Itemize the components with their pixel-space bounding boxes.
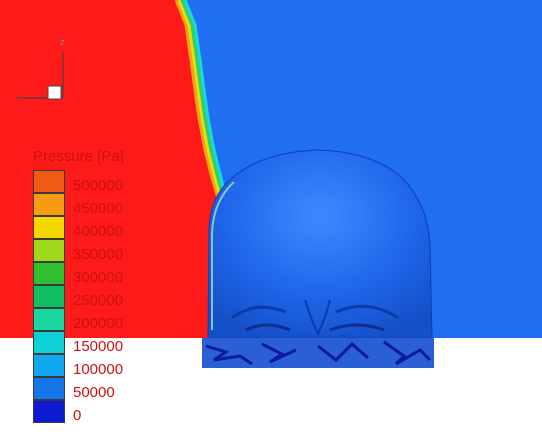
legend-tick-label: 350000 <box>73 246 124 263</box>
legend-swatch <box>33 308 65 331</box>
legend-tick-label: 450000 <box>73 200 124 217</box>
shock-front-green <box>180 0 224 195</box>
shock-front-cyan <box>183 0 226 193</box>
shock-front-yellow <box>177 0 222 197</box>
legend-tick-label: 400000 <box>73 223 124 240</box>
face-brows <box>231 304 399 320</box>
shell-band-texture <box>205 340 432 366</box>
legend-swatch <box>33 400 65 423</box>
legend-tick-label: 50000 <box>73 384 115 401</box>
legend-title: Pressure [Pa] <box>33 148 124 165</box>
legend-swatch <box>33 193 65 216</box>
axis-triad: z <box>17 37 65 100</box>
legend-swatch <box>33 377 65 400</box>
legend-swatch <box>33 170 65 193</box>
legend-swatch <box>33 262 65 285</box>
legend-tick-label: 150000 <box>73 338 124 355</box>
face-nose <box>304 299 331 337</box>
face-eyes <box>245 323 385 332</box>
legend-swatch <box>33 216 65 239</box>
legend-tick-label: 200000 <box>73 315 124 332</box>
legend-swatch <box>33 285 65 308</box>
axis-z-label: z <box>60 37 65 47</box>
legend-swatch <box>33 331 65 354</box>
legend-tick-label: 300000 <box>73 269 124 286</box>
shock-front-orange <box>174 0 220 199</box>
legend-swatch <box>33 354 65 377</box>
legend-tick-label: 100000 <box>73 361 124 378</box>
legend-tick-label: 0 <box>73 407 82 424</box>
legend-swatch <box>33 239 65 262</box>
head-edge-light <box>211 181 235 330</box>
head-model <box>207 149 433 339</box>
legend-tick-label: 250000 <box>73 292 124 309</box>
legend-tick-label: 500000 <box>73 177 124 194</box>
